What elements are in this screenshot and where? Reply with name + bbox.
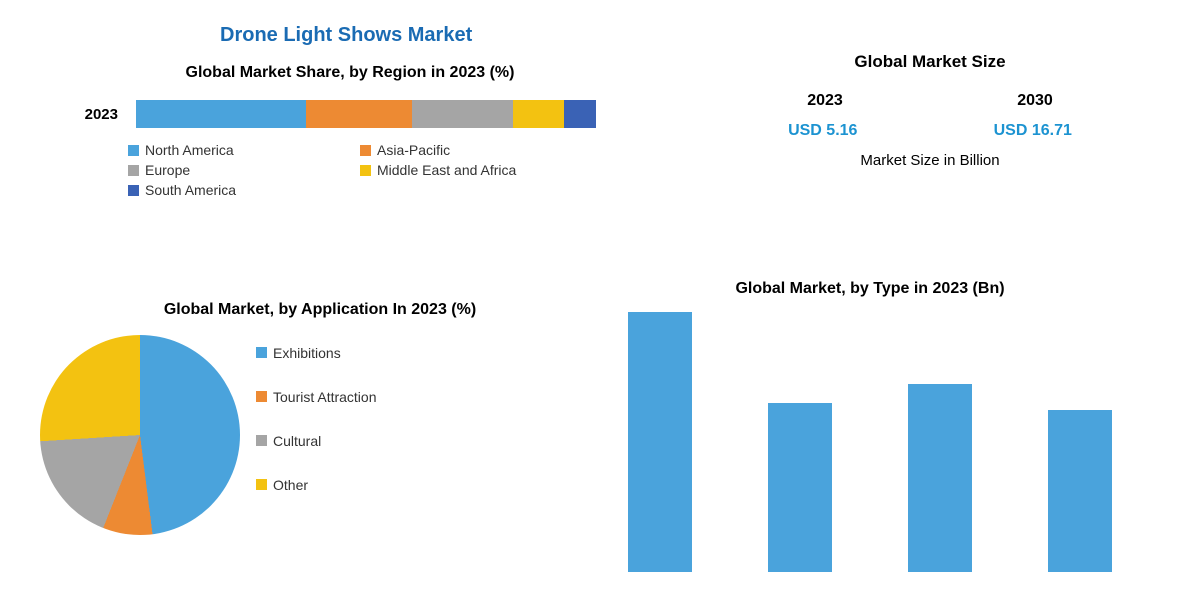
region-seg-1 [306, 100, 412, 128]
application-legend-label-0: Exhibitions [273, 345, 341, 361]
type-title: Global Market, by Type in 2023 (Bn) [580, 280, 1160, 298]
market-size-years-row: 2023 2030 [720, 92, 1140, 110]
application-legend-item-1: Tourist Attraction [256, 389, 456, 405]
page-title: Drone Light Shows Market [220, 24, 472, 47]
region-legend: North America Asia-Pacific Europe Middle Ea… [70, 142, 590, 198]
legend-swatch-icon [360, 145, 371, 156]
region-stacked-bar [136, 100, 596, 128]
application-legend-item-0: Exhibitions [256, 345, 456, 361]
region-legend-label-3: Middle East and Africa [377, 162, 516, 178]
market-size-title: Global Market Size [720, 52, 1140, 72]
region-share-title: Global Market Share, by Region in 2023 (… [70, 64, 630, 82]
type-bar-3 [1048, 410, 1112, 573]
application-legend: Exhibitions Tourist Attraction Cultural Oth… [256, 335, 456, 493]
legend-swatch-icon [128, 145, 139, 156]
type-bar-2 [908, 384, 972, 573]
application-legend-item-2: Cultural [256, 433, 456, 449]
market-size-year-1: 2030 [1017, 92, 1053, 110]
market-size-unit: Market Size in Billion [720, 152, 1140, 169]
market-size-values-row: USD 5.16 USD 16.71 [720, 122, 1140, 140]
region-seg-4 [564, 100, 596, 128]
market-size-year-0: 2023 [807, 92, 843, 110]
type-bar-0 [628, 312, 692, 572]
application-section: Global Market, by Application In 2023 (%… [40, 300, 600, 535]
application-legend-label-3: Other [273, 477, 308, 493]
application-legend-label-2: Cultural [273, 433, 321, 449]
region-legend-item-4: South America [128, 182, 328, 198]
market-size-value-0: USD 5.16 [788, 122, 857, 140]
application-legend-item-3: Other [256, 477, 456, 493]
region-legend-item-0: North America [128, 142, 328, 158]
application-title: Global Market, by Application In 2023 (%… [105, 300, 535, 321]
region-legend-item-3: Middle East and Africa [360, 162, 560, 178]
application-pie-chart [40, 335, 240, 535]
region-bar-row: 2023 [70, 100, 630, 128]
type-section: Global Market, by Type in 2023 (Bn) [580, 280, 1160, 572]
region-legend-label-2: Europe [145, 162, 190, 178]
region-year-label: 2023 [70, 106, 118, 123]
region-legend-label-4: South America [145, 182, 236, 198]
type-bar-chart [580, 312, 1160, 572]
region-legend-label-0: North America [145, 142, 234, 158]
region-legend-label-1: Asia-Pacific [377, 142, 450, 158]
application-legend-label-1: Tourist Attraction [273, 389, 377, 405]
region-seg-0 [136, 100, 306, 128]
region-share-section: Global Market Share, by Region in 2023 (… [70, 64, 630, 198]
legend-swatch-icon [256, 479, 267, 490]
market-size-value-1: USD 16.71 [994, 122, 1072, 140]
type-bar-1 [768, 403, 832, 572]
legend-swatch-icon [360, 165, 371, 176]
region-seg-3 [513, 100, 564, 128]
market-size-section: Global Market Size 2023 2030 USD 5.16 US… [720, 52, 1140, 169]
legend-swatch-icon [128, 165, 139, 176]
legend-swatch-icon [128, 185, 139, 196]
region-legend-item-2: Europe [128, 162, 328, 178]
region-legend-item-1: Asia-Pacific [360, 142, 560, 158]
region-seg-2 [412, 100, 513, 128]
legend-swatch-icon [256, 435, 267, 446]
legend-swatch-icon [256, 391, 267, 402]
legend-swatch-icon [256, 347, 267, 358]
